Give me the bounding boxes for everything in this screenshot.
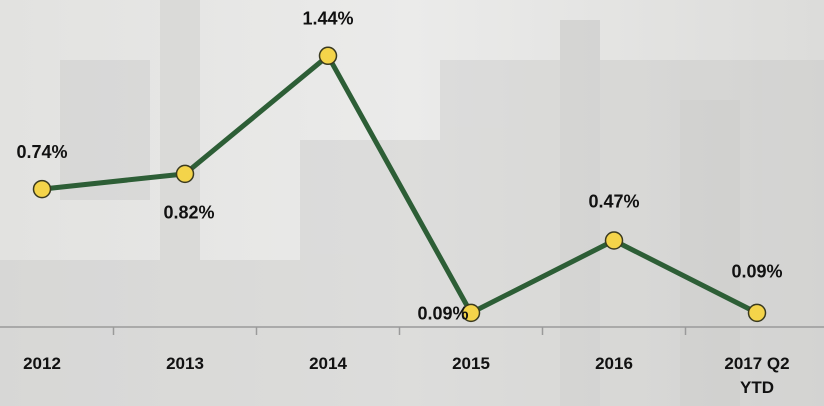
data-label: 1.44% (302, 9, 353, 29)
x-tick-label: 2012 (23, 354, 61, 373)
marker (318, 46, 338, 66)
marker (175, 164, 195, 184)
x-tick-label: 2013 (166, 354, 204, 373)
marker (32, 179, 52, 199)
data-label: 0.82% (163, 203, 214, 223)
marker (461, 303, 481, 323)
x-tick-label: 2015 (452, 354, 490, 373)
marker (604, 231, 624, 250)
data-label: 0.09% (417, 304, 468, 324)
data-label: 0.74% (16, 142, 67, 162)
line (41, 53, 759, 316)
x-tick-label: 2017 Q2 YTD (724, 354, 790, 397)
data-label: 0.09% (731, 262, 782, 282)
marker (747, 303, 767, 323)
x-tick-label: 2016 (595, 354, 633, 373)
data-label: 0.47% (588, 191, 639, 211)
x-tick-label: 2014 (309, 354, 347, 373)
